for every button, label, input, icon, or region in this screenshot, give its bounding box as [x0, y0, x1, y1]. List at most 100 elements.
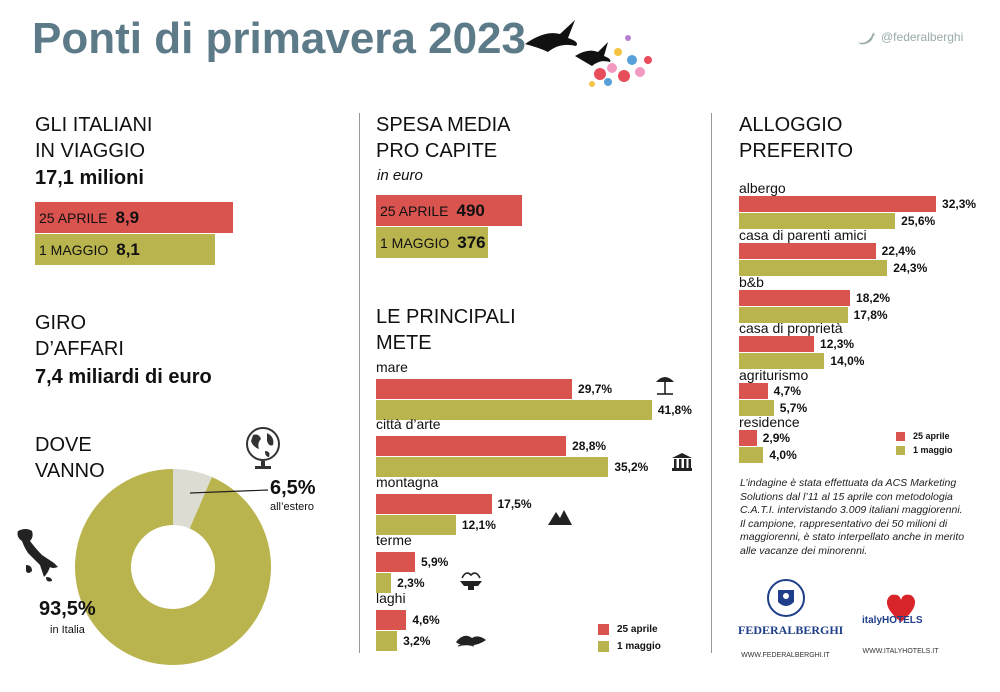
destinations-legend: 25 aprile 1 maggio [598, 624, 661, 652]
travelers-bar1-value: 8,9 [115, 207, 140, 227]
category-label: casa di parenti amici [739, 227, 867, 243]
category-label: terme [376, 532, 412, 548]
page-title: Ponti di primavera 2023 [32, 14, 526, 63]
data-label: 32,3% [942, 196, 977, 211]
data-label: 35,2% [614, 459, 649, 474]
federalberghi-emblem-icon [766, 579, 805, 617]
bar-25-aprile [376, 610, 407, 630]
data-label: 5,7% [779, 400, 808, 415]
column-divider [711, 113, 712, 653]
mountain-icon [548, 510, 572, 525]
turnover-value: 7,4 miliardi di euro [35, 366, 212, 388]
data-label: 12,3% [820, 336, 855, 351]
italy-label: in Italia [50, 624, 85, 636]
legend-label: 1 maggio [913, 445, 953, 456]
legend-item-25-aprile: 25 aprile [896, 431, 953, 442]
donut-callout-line [190, 489, 269, 494]
bar-1-maggio [739, 260, 888, 276]
bar-25-aprile [376, 436, 567, 456]
destinations-heading: LE PRINCIPALI METE [376, 304, 516, 356]
where-heading: DOVE VANNO [35, 432, 105, 484]
bar-1-maggio [739, 307, 848, 323]
legend-label: 25 aprile [617, 624, 658, 636]
category-label: laghi [376, 590, 406, 606]
legend-swatch-olive [598, 641, 609, 653]
data-label: 2,3% [397, 575, 425, 590]
accommodation-heading: ALLOGGIO PREFERITO [739, 112, 853, 164]
legend-label: 25 aprile [913, 431, 950, 441]
bar-1-maggio [739, 400, 774, 416]
data-label: 41,8% [657, 402, 692, 417]
swallows-flowers-illustration [525, 20, 652, 87]
travelers-heading-line1: GLI ITALIANI [35, 114, 153, 136]
travelers-bar1-label: 25 APRILE [39, 209, 108, 226]
travelers-bar2-label: 1 MAGGIO [39, 241, 109, 258]
category-label: montagna [376, 474, 439, 490]
data-label: 4,6% [412, 612, 440, 627]
category-label: mare [376, 359, 408, 375]
category-label: agriturismo [739, 367, 809, 383]
spending-bar1-label: 25 APRILE [380, 202, 449, 219]
spending-heading: SPESA MEDIA PRO CAPITE [376, 112, 511, 164]
italyhotels-url: WWW.ITALYHOTELS.IT [862, 648, 939, 655]
globe-icon [246, 427, 280, 469]
bar-25-aprile [739, 196, 937, 212]
travelers-total: 17,1 milioni [35, 167, 144, 189]
destinations-heading-line1: LE PRINCIPALI [376, 306, 516, 328]
spending-bar-25-aprile: 25 APRILE 490 [376, 195, 522, 226]
travelers-bar-1-maggio: 1 MAGGIO 8,1 [35, 234, 215, 265]
twitter-icon [858, 31, 876, 45]
bar-1-maggio [376, 631, 398, 651]
data-label: 22,4% [881, 243, 916, 258]
legend-swatch-olive [896, 446, 905, 456]
legend-swatch-red [896, 432, 905, 442]
turnover-heading: GIRO D’AFFARI [35, 310, 124, 362]
spending-bar1-value: 490 [456, 200, 485, 220]
data-label: 4,0% [769, 447, 797, 462]
data-label: 5,9% [420, 554, 449, 569]
bar-1-maggio [739, 213, 896, 229]
legend-item-1-maggio: 1 maggio [598, 641, 661, 652]
travelers-bar-25-aprile: 25 APRILE 8,9 [35, 202, 233, 233]
turnover-heading-line1: GIRO [35, 312, 87, 334]
federalberghi-name: FEDERALBERGHI [738, 623, 844, 637]
italy-map-icon [17, 529, 58, 582]
fountain-icon [460, 572, 482, 590]
swallow-icon [575, 42, 611, 66]
data-label: 4,7% [773, 383, 802, 398]
accommodation-heading-line1: ALLOGGIO [739, 114, 843, 136]
category-label: residence [739, 414, 800, 430]
column-divider [359, 113, 360, 653]
swallow-icon [525, 20, 577, 52]
accommodation-heading-line2: PREFERITO [739, 140, 854, 162]
data-label: 3,2% [403, 633, 431, 648]
italy-value: 93,5% [39, 598, 96, 620]
donut-chart [74, 469, 271, 665]
accommodation-legend: 25 aprile 1 maggio [896, 431, 953, 456]
legend-item-25-aprile: 25 aprile [598, 624, 661, 635]
spending-bar-1-maggio: 1 MAGGIO 376 [376, 227, 488, 258]
donut-slice-abroad [173, 469, 212, 529]
data-label: 12,1% [461, 517, 496, 532]
survey-note-p1: L’indagine è stata effettuata da ACS Mar… [740, 477, 963, 516]
beach-umbrella-icon [656, 377, 674, 395]
bar-25-aprile [739, 243, 876, 259]
twitter-handle[interactable]: @federalberghi [856, 30, 963, 45]
bar-1-maggio [376, 400, 652, 420]
italyhotels-logo[interactable]: italyHOTELS WWW.ITALYHOTELS.IT [848, 592, 953, 655]
bar-1-maggio [739, 353, 825, 369]
heart-icon [886, 594, 915, 622]
bar-25-aprile [739, 336, 815, 352]
federalberghi-logo[interactable]: FEDERALBERGHI WWW.FEDERALBERGHI.IT [738, 578, 844, 659]
italyhotels-name: italyHOTELS [862, 615, 923, 626]
destinations-heading-line2: METE [376, 332, 432, 354]
where-heading-line2: VANNO [35, 460, 105, 482]
bar-1-maggio [376, 573, 392, 593]
twitter-handle-text: @federalberghi [881, 30, 964, 44]
monument-icon [672, 453, 692, 471]
data-label: 25,6% [901, 213, 936, 228]
data-label: 28,8% [572, 438, 607, 453]
spending-bar2-label: 1 MAGGIO [380, 234, 450, 251]
spending-bar2-value: 376 [457, 232, 486, 252]
bar-1-maggio [376, 515, 456, 535]
